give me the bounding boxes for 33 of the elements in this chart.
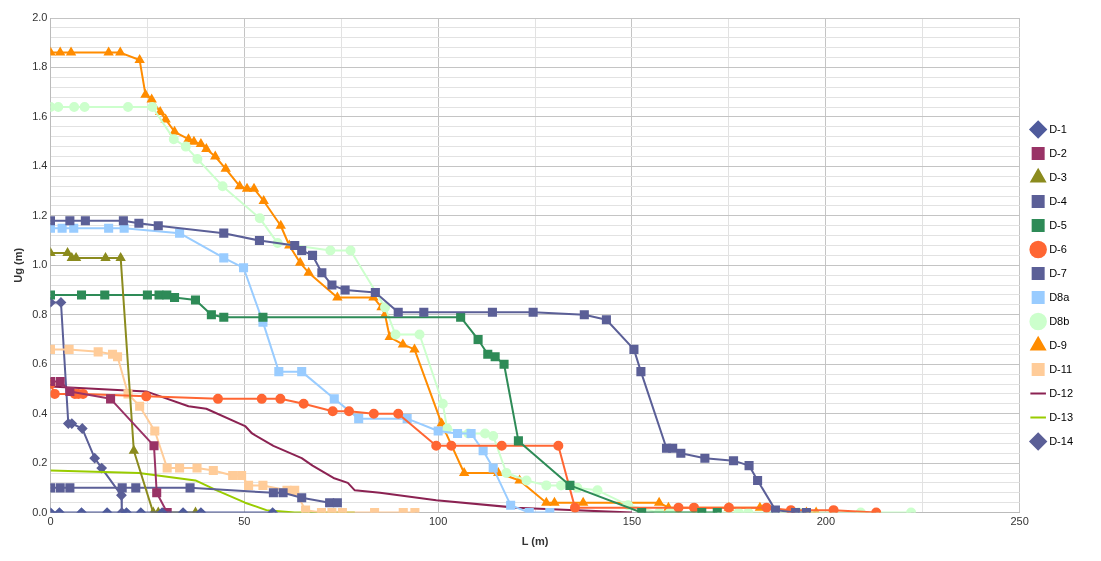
legend-label: D-14: [1049, 434, 1073, 447]
y-tick-label: 1.4: [32, 159, 48, 172]
x-tick-label: 150: [622, 515, 642, 528]
x-tick-label: 50: [238, 515, 251, 528]
legend-label: D-12: [1049, 386, 1073, 399]
x-tick-label: 250: [1010, 515, 1029, 528]
legend-label: D-3: [1049, 170, 1067, 183]
legend-label: D8b: [1049, 314, 1070, 327]
legend-label: D-5: [1049, 218, 1067, 231]
x-tick-label: 0: [47, 515, 54, 528]
legend-label: D-9: [1049, 338, 1067, 351]
y-tick-label: 1.6: [32, 109, 48, 122]
legend-label: D-2: [1049, 146, 1067, 159]
legend-label: D-11: [1049, 362, 1073, 375]
legend-label: D-13: [1049, 410, 1073, 423]
y-tick-label: 2.0: [32, 11, 48, 24]
y-tick-label: 1.8: [32, 60, 48, 73]
legend-label: D-6: [1049, 242, 1067, 255]
y-tick-label: 0.8: [32, 307, 48, 320]
x-tick-label: 200: [816, 515, 835, 528]
y-tick-label: 1.2: [32, 208, 48, 221]
y-tick-label: 1.0: [32, 258, 48, 271]
y-axis-title: Ug (m): [11, 247, 24, 283]
legend-label: D-4: [1049, 194, 1067, 207]
y-tick-label: 0.0: [32, 505, 48, 518]
legend-label: D-1: [1049, 122, 1067, 135]
y-tick-label: 0.4: [32, 406, 48, 419]
legend-label: D-7: [1049, 266, 1067, 279]
y-tick-label: 0.6: [32, 357, 48, 370]
y-tick-label: 0.2: [32, 456, 48, 469]
x-axis-title: L (m): [521, 535, 549, 548]
legend-label: D8a: [1049, 290, 1071, 303]
x-tick-label: 100: [428, 515, 448, 528]
